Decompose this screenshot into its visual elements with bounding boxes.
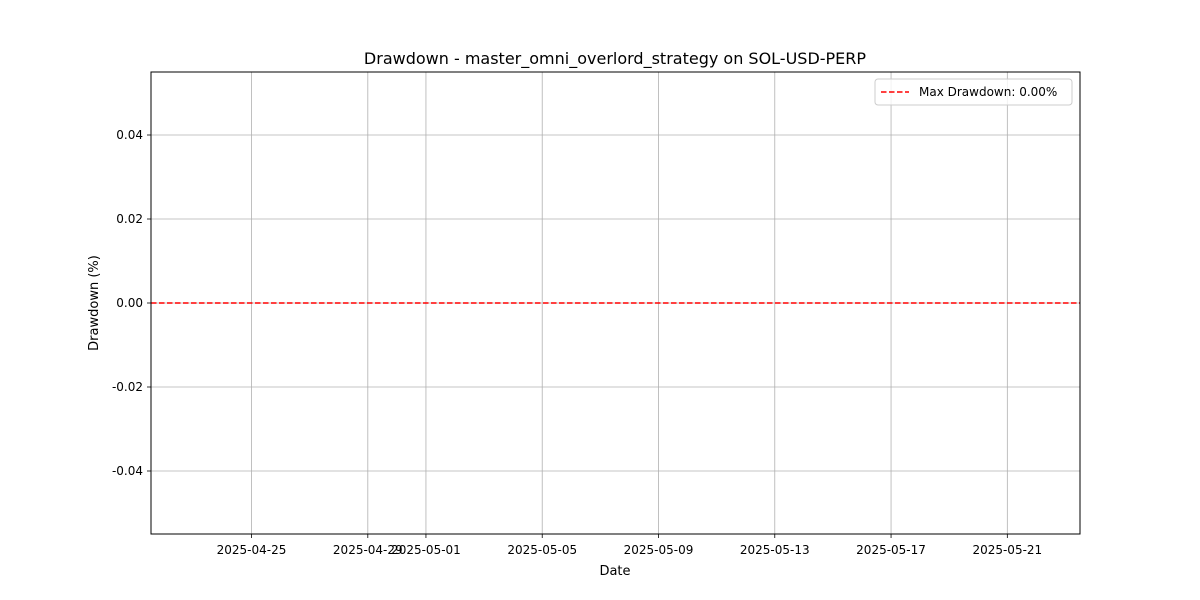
x-tick-label: 2025-04-25: [217, 543, 287, 557]
y-axis-label: Drawdown (%): [87, 255, 102, 351]
y-tick-label: 0.04: [116, 128, 143, 142]
legend: Max Drawdown: 0.00%: [874, 78, 1073, 106]
legend-label-max-drawdown: Max Drawdown: 0.00%: [919, 85, 1057, 99]
x-tick-label: 2025-05-05: [507, 543, 577, 557]
x-axis-label: Date: [599, 564, 630, 579]
y-tick-label: 0.02: [116, 212, 143, 226]
x-tick-label: 2025-05-13: [740, 543, 810, 557]
y-tick-label: -0.04: [112, 464, 143, 478]
x-tick-label: 2025-04-29: [333, 543, 403, 557]
x-tick-label: 2025-05-17: [856, 543, 926, 557]
x-tick-label: 2025-05-09: [624, 543, 694, 557]
y-tick-label: -0.02: [112, 380, 143, 394]
y-tick-label: 0.00: [116, 296, 143, 310]
legend-box: [874, 78, 1073, 106]
chart-title: Drawdown - master_omni_overlord_strategy…: [364, 49, 866, 69]
x-tick-label: 2025-05-01: [391, 543, 461, 557]
y-axis-ticks: -0.04 -0.02 0.00 0.02 0.04: [112, 128, 151, 478]
x-tick-label: 2025-05-21: [972, 543, 1042, 557]
